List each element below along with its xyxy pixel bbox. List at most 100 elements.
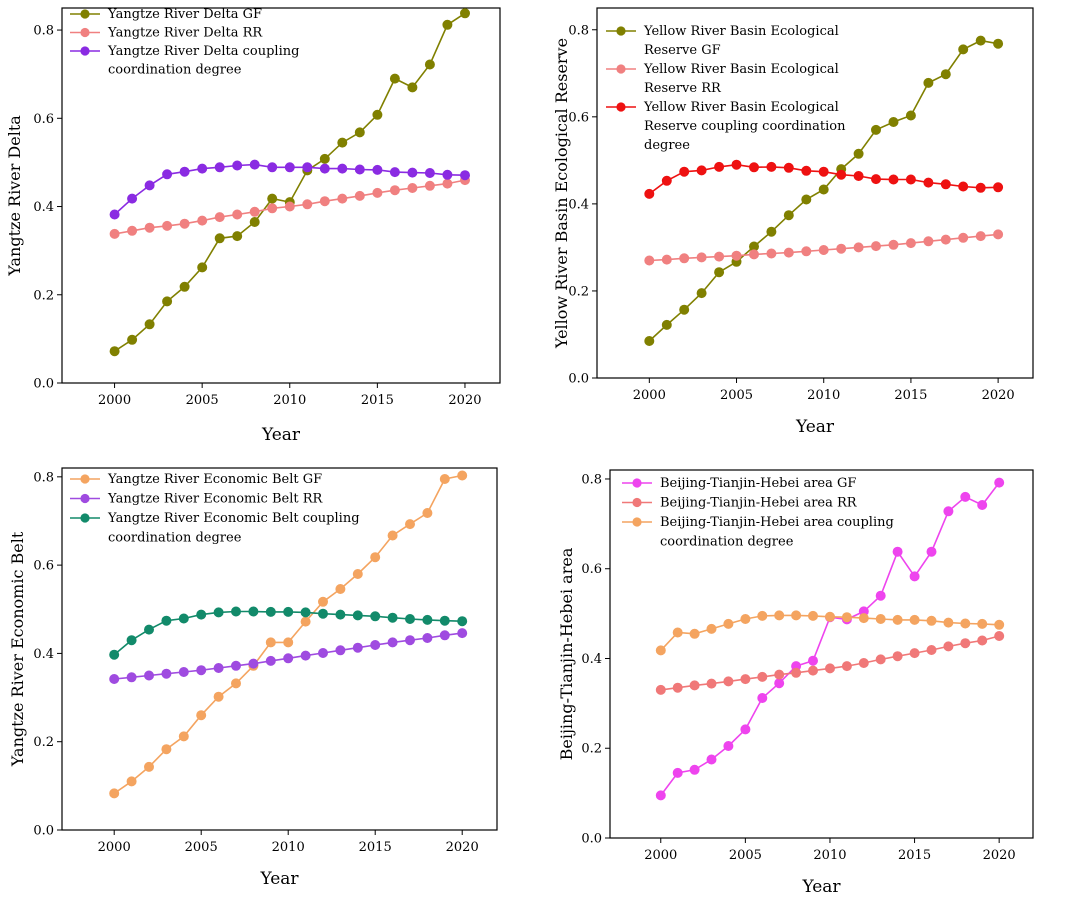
data-point xyxy=(196,665,207,676)
data-point xyxy=(354,164,365,175)
data-point xyxy=(943,506,954,517)
data-point xyxy=(126,776,137,787)
data-point xyxy=(774,610,785,621)
series-2 xyxy=(109,175,470,239)
x-tick-label: 2010 xyxy=(272,840,305,855)
data-point xyxy=(144,319,155,330)
data-point xyxy=(459,8,470,19)
data-point xyxy=(740,674,751,685)
x-tick-label: 2005 xyxy=(720,388,753,403)
data-point xyxy=(109,788,120,799)
legend-marker xyxy=(80,493,90,504)
data-point xyxy=(230,678,241,689)
data-point xyxy=(300,616,311,627)
data-point xyxy=(993,38,1004,49)
data-point xyxy=(696,165,707,176)
data-point xyxy=(457,628,468,639)
series-3 xyxy=(655,610,1005,656)
data-point xyxy=(354,190,365,201)
data-point xyxy=(109,209,120,220)
y-tick-label: 0.0 xyxy=(33,824,54,839)
data-point xyxy=(196,609,207,620)
data-point xyxy=(644,255,655,266)
data-point xyxy=(424,180,435,191)
legend-entry-2: Yellow River Basin Ecological Reserve RR xyxy=(606,62,839,96)
data-point xyxy=(818,166,829,177)
data-point xyxy=(422,614,433,625)
data-point xyxy=(672,627,683,638)
data-point xyxy=(162,296,173,307)
legend-entry-1: Yellow River Basin Ecological Reserve GF xyxy=(606,24,839,58)
series-2 xyxy=(109,628,468,685)
data-point xyxy=(352,610,363,621)
y-tick-label: 0.8 xyxy=(33,470,54,485)
y-tick-label: 0.8 xyxy=(33,24,54,39)
data-point xyxy=(370,552,381,563)
legend-label: Yangtze River Delta coupling xyxy=(107,44,299,59)
data-point xyxy=(179,281,190,292)
legend-entry-3: Beijing-Tianjin-Hebei area coupling coord… xyxy=(622,515,894,550)
data-point xyxy=(853,242,864,253)
data-point xyxy=(689,628,700,639)
legend-entry-2: Beijing-Tianjin-Hebei area RR xyxy=(622,496,858,511)
data-point xyxy=(127,225,138,236)
data-point xyxy=(774,669,785,680)
data-point xyxy=(871,174,882,185)
data-point xyxy=(317,608,328,619)
data-point xyxy=(731,159,742,170)
data-point xyxy=(267,162,278,173)
data-point xyxy=(387,612,398,623)
legend-marker xyxy=(80,27,90,38)
data-point xyxy=(161,668,172,679)
data-point xyxy=(655,684,666,695)
data-point xyxy=(977,635,988,646)
data-point xyxy=(714,161,725,172)
chart-panel-1: 2000 2005 2010 2015 2020 0.0 0.2 0.4 0.6 0.8 Year Y… xyxy=(5,7,501,445)
data-point xyxy=(232,160,243,171)
data-point xyxy=(265,655,276,666)
series-2 xyxy=(655,631,1005,695)
legend-marker xyxy=(80,46,90,56)
data-point xyxy=(354,127,365,138)
data-point xyxy=(372,164,383,175)
data-point xyxy=(424,59,435,70)
data-point xyxy=(265,606,276,617)
data-point xyxy=(337,137,348,148)
data-point xyxy=(757,671,768,682)
data-point xyxy=(825,611,836,622)
data-point xyxy=(422,633,433,644)
y-tick-label: 0.6 xyxy=(33,112,54,127)
data-point xyxy=(161,615,172,626)
legend-label: Yangtze River Delta RR xyxy=(107,26,263,41)
data-point xyxy=(442,169,453,180)
y-tick-label: 0.6 xyxy=(33,559,54,574)
data-point xyxy=(888,239,899,250)
data-point xyxy=(975,35,986,46)
data-point xyxy=(197,163,208,174)
legend-label: Reserve coupling coordination xyxy=(644,119,846,134)
legend-entry-1: Beijing-Tianjin-Hebei area GF xyxy=(622,476,856,491)
data-point xyxy=(161,744,172,755)
data-point xyxy=(197,215,208,226)
data-point xyxy=(783,210,794,221)
data-point xyxy=(766,226,777,237)
y-axis-label: Beijing-Tianjin-Hebei area xyxy=(557,547,576,760)
data-point xyxy=(940,179,951,190)
data-point xyxy=(960,618,971,629)
data-point xyxy=(196,710,207,721)
data-point xyxy=(442,19,453,30)
data-point xyxy=(370,611,381,622)
y-tick-label: 0.2 xyxy=(33,288,54,303)
legend-marker xyxy=(80,513,90,523)
x-tick-label: 2010 xyxy=(807,388,840,403)
data-point xyxy=(144,180,155,191)
data-point xyxy=(749,249,760,260)
data-point xyxy=(407,167,418,178)
y-tick-label: 0.2 xyxy=(33,735,54,750)
data-point xyxy=(923,77,934,88)
data-point xyxy=(723,676,734,687)
data-point xyxy=(679,304,690,315)
data-point xyxy=(232,209,243,220)
legend-label: Yellow River Basin Ecological xyxy=(643,100,839,115)
